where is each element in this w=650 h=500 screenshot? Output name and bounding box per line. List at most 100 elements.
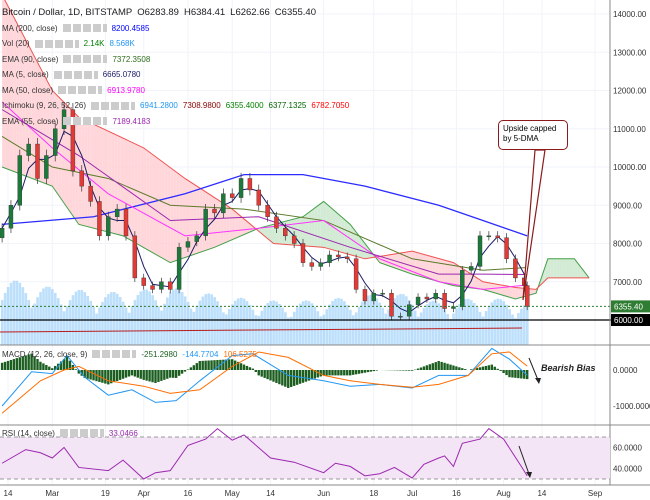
macd-histogram-bar bbox=[148, 370, 151, 382]
volume-bar bbox=[405, 296, 408, 345]
volume-bar bbox=[343, 301, 346, 345]
macd-histogram-bar bbox=[328, 370, 331, 376]
candle bbox=[97, 201, 102, 237]
indicator-buttons[interactable] bbox=[62, 24, 107, 33]
macd-histogram-bar bbox=[372, 370, 375, 372]
ichimoku-cloud-segment bbox=[418, 252, 421, 277]
ichimoku-cloud-segment bbox=[541, 267, 545, 284]
macd-histogram-bar bbox=[416, 368, 420, 370]
ichimoku-cloud-segment bbox=[105, 129, 109, 233]
volume-bar bbox=[334, 298, 337, 345]
macd-histogram-bar bbox=[490, 364, 493, 370]
macd-histogram-bar bbox=[15, 358, 19, 370]
ichimoku-cloud-segment bbox=[362, 239, 365, 259]
price-tick-label: 9000.00 bbox=[613, 201, 642, 210]
volume-bar bbox=[133, 300, 137, 345]
volume-bar bbox=[236, 298, 240, 345]
macd-histogram-bar bbox=[290, 370, 293, 387]
indicator-label[interactable]: MA (50, close) bbox=[2, 85, 54, 95]
ichimoku-cloud-segment bbox=[480, 279, 483, 290]
rsi-line bbox=[1, 427, 528, 480]
macd-histogram-bar bbox=[18, 357, 21, 370]
annotation-bearish-bias[interactable]: Bearish Bias bbox=[541, 363, 596, 373]
ichimoku-cloud-segment bbox=[326, 203, 330, 249]
ichimoku-cloud-segment bbox=[22, 34, 26, 176]
ichimoku-cloud-segment bbox=[152, 154, 156, 255]
price-tick-label: 7000.00 bbox=[613, 278, 642, 287]
macd-histogram-bar bbox=[284, 370, 287, 387]
indicator-label[interactable]: EMA (55, close) bbox=[2, 116, 59, 126]
macd-histogram-bar bbox=[366, 370, 370, 373]
volume-bar bbox=[183, 296, 187, 345]
time-tick-label: May bbox=[225, 489, 240, 498]
macd-histogram-bar bbox=[469, 369, 473, 370]
volume-bar bbox=[65, 306, 69, 345]
ichimoku-cloud-segment bbox=[229, 207, 233, 241]
macd-hist-value: -251.2980 bbox=[141, 350, 178, 359]
volume-bar bbox=[452, 313, 455, 345]
ichimoku-cloud-segment bbox=[568, 258, 572, 278]
macd-histogram-bar bbox=[440, 361, 443, 370]
volume-bar bbox=[455, 308, 458, 345]
annotation-callout[interactable]: Upside capped by 5-DMA bbox=[498, 120, 568, 150]
indicator-buttons[interactable] bbox=[58, 86, 103, 95]
callout-pointer bbox=[522, 149, 546, 301]
volume-ma-line bbox=[0, 327, 523, 333]
indicator-label[interactable]: EMA (90, close) bbox=[2, 54, 59, 64]
macd-histogram-bar bbox=[24, 355, 27, 370]
macd-histogram-bar bbox=[434, 362, 437, 370]
indicator-buttons[interactable] bbox=[91, 101, 136, 110]
macd-histogram-bar bbox=[245, 365, 249, 370]
ichimoku-cloud-segment bbox=[67, 105, 70, 212]
ichimoku-cloud-segment bbox=[338, 214, 342, 253]
indicator-buttons[interactable] bbox=[92, 350, 137, 358]
volume-bar bbox=[233, 300, 237, 345]
indicator-buttons[interactable] bbox=[63, 55, 108, 64]
indicator-label[interactable]: MA (5, close) bbox=[2, 70, 49, 79]
ichimoku-cloud-segment bbox=[31, 51, 35, 180]
ichimoku-cloud-segment bbox=[583, 270, 587, 278]
volume-bar bbox=[354, 312, 358, 345]
volume-bar bbox=[349, 309, 352, 345]
macd-histogram-bar bbox=[130, 370, 134, 376]
ichimoku-cloud-segment bbox=[320, 201, 324, 248]
candle bbox=[513, 258, 518, 279]
volume-bar bbox=[351, 315, 355, 345]
indicator-buttons[interactable] bbox=[63, 117, 108, 126]
time-tick-label: 16 bbox=[452, 489, 461, 498]
indicator-label[interactable]: Ichimoku (9, 26, 52, 26) bbox=[2, 101, 87, 110]
time-tick-label: 14 bbox=[266, 489, 275, 498]
volume-bar bbox=[104, 297, 107, 345]
indicator-buttons[interactable] bbox=[34, 39, 79, 48]
ichimoku-cloud-segment bbox=[273, 223, 277, 244]
ichimoku-cloud-segment bbox=[241, 216, 244, 236]
macd-histogram-bar bbox=[310, 370, 314, 380]
indicator-buttons[interactable] bbox=[59, 429, 104, 437]
macd-histogram-bar bbox=[514, 370, 517, 378]
indicator-label[interactable]: MA (200, close) bbox=[2, 23, 58, 33]
macd-histogram-bar bbox=[189, 367, 193, 370]
ichimoku-cloud-segment bbox=[2, 0, 6, 169]
candle bbox=[424, 296, 430, 300]
macd-histogram-bar bbox=[478, 367, 482, 370]
volume-bar bbox=[166, 297, 169, 345]
indicator-buttons[interactable] bbox=[53, 70, 98, 79]
ichimoku-cloud-segment bbox=[409, 251, 413, 275]
ichimoku-cloud-segment bbox=[494, 283, 498, 294]
volume-bar bbox=[30, 307, 33, 345]
volume-bar bbox=[198, 300, 202, 345]
indicator-label[interactable]: Vol (20) bbox=[2, 39, 30, 48]
indicator-legend-row: EMA (90, close) 7372.3508 bbox=[2, 52, 349, 68]
candle bbox=[371, 293, 376, 302]
macd-label[interactable]: MACD (12, 26, close, 9) bbox=[2, 350, 88, 359]
volume-bar bbox=[319, 316, 323, 345]
macd-histogram-bar bbox=[192, 365, 196, 370]
volume-bar bbox=[51, 289, 54, 345]
macd-histogram-bar bbox=[195, 363, 198, 370]
volume-bar bbox=[95, 313, 98, 345]
macd-histogram-bar bbox=[437, 361, 440, 370]
volume-bar bbox=[118, 296, 122, 345]
symbol-name[interactable]: Bitcoin / Dollar, 1D, BITSTAMP bbox=[2, 7, 133, 18]
rsi-label[interactable]: RSI (14, close) bbox=[2, 429, 55, 438]
